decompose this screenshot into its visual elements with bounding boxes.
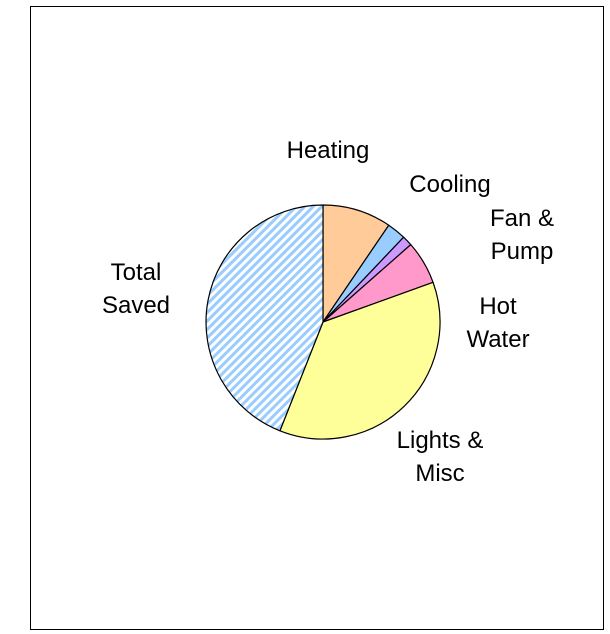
slice-label-line: Saved [102, 292, 170, 319]
slice-label: Total Saved [102, 259, 170, 319]
slice-label-line: Water [466, 326, 529, 353]
pie-slice [279, 281, 441, 440]
slice-label-line: Heating [287, 137, 370, 164]
slice-label-line: Cooling [409, 171, 490, 198]
slice-label-line: Fan & [490, 205, 554, 232]
slice-label: Fan & Pump [490, 205, 554, 265]
slice-label: Cooling [409, 171, 490, 198]
slice-label-line: Lights & [397, 427, 484, 454]
slice-label-line: Hot [479, 293, 517, 320]
pie-slice [205, 204, 324, 432]
slice-label: Lights & Misc [397, 427, 484, 487]
slice-label: Hot Water [466, 293, 529, 353]
slice-label-line: Total [111, 259, 162, 286]
slice-label: Heating [287, 137, 370, 164]
slice-label-line: Misc [415, 460, 464, 487]
slice-label-line: Pump [491, 238, 554, 265]
